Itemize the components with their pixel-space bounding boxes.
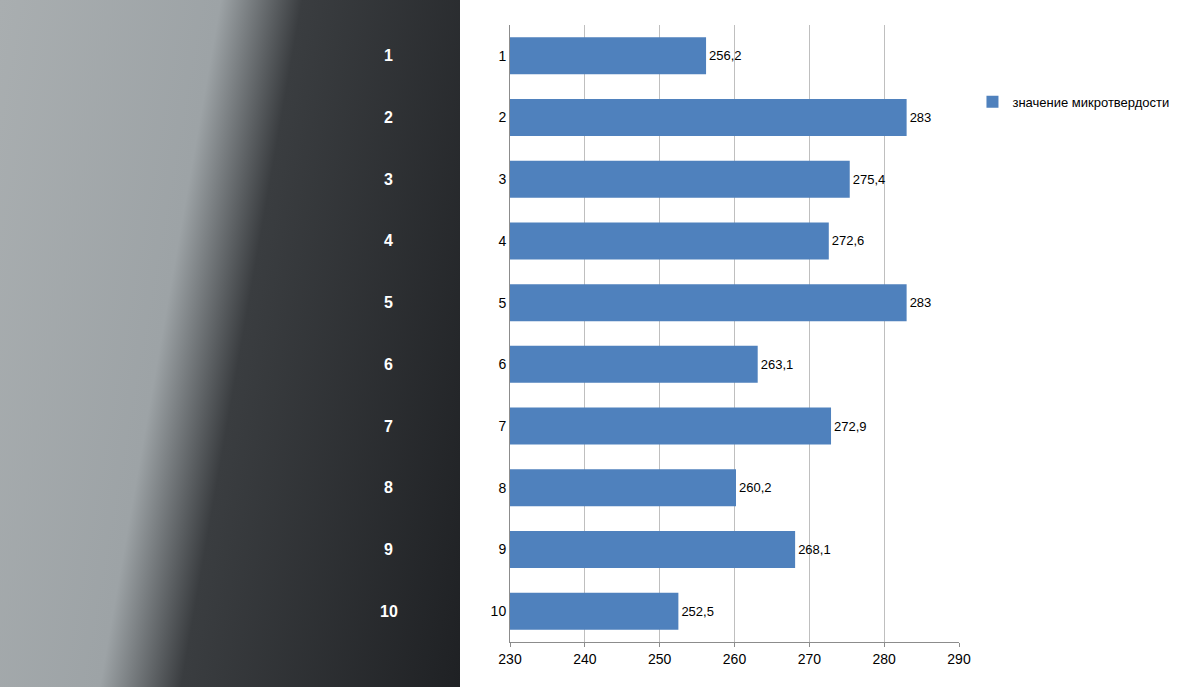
svg-text:5: 5	[498, 295, 506, 311]
svg-text:4: 4	[384, 232, 393, 249]
svg-text:3: 3	[384, 171, 393, 188]
svg-text:260: 260	[723, 651, 747, 667]
svg-text:4: 4	[498, 233, 506, 249]
svg-text:268,1: 268,1	[798, 542, 831, 557]
svg-text:252,5: 252,5	[681, 604, 714, 619]
svg-text:256,2: 256,2	[709, 48, 742, 63]
svg-text:272,6: 272,6	[832, 233, 865, 248]
svg-text:240: 240	[573, 651, 597, 667]
svg-text:290: 290	[947, 651, 971, 667]
svg-text:260,2: 260,2	[739, 480, 772, 495]
svg-text:230: 230	[498, 651, 522, 667]
svg-text:283: 283	[910, 295, 932, 310]
svg-text:283: 283	[910, 110, 932, 125]
svg-text:3: 3	[498, 171, 506, 187]
svg-text:263,1: 263,1	[761, 357, 794, 372]
svg-text:6: 6	[498, 356, 506, 372]
svg-text:7: 7	[498, 418, 506, 434]
svg-text:270: 270	[798, 651, 822, 667]
svg-text:6: 6	[384, 356, 393, 373]
svg-text:9: 9	[498, 541, 506, 557]
svg-text:5: 5	[384, 294, 393, 311]
svg-text:2: 2	[498, 109, 506, 125]
svg-text:8: 8	[498, 480, 506, 496]
svg-text:9: 9	[384, 541, 393, 558]
svg-text:7: 7	[384, 418, 393, 435]
svg-text:значение микротвердости: значение микротвердости	[1012, 95, 1169, 110]
svg-text:280: 280	[872, 651, 896, 667]
svg-text:250: 250	[648, 651, 672, 667]
svg-text:2: 2	[384, 109, 393, 126]
svg-text:272,9: 272,9	[834, 419, 867, 434]
svg-text:10: 10	[380, 603, 398, 620]
svg-text:10: 10	[491, 603, 507, 619]
svg-text:1: 1	[384, 47, 393, 64]
svg-text:1: 1	[498, 48, 506, 64]
svg-text:275,4: 275,4	[853, 172, 886, 187]
svg-text:8: 8	[384, 479, 393, 496]
